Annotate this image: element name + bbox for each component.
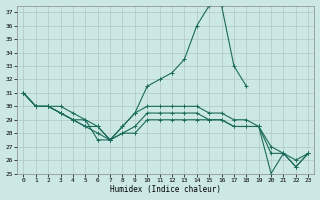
X-axis label: Humidex (Indice chaleur): Humidex (Indice chaleur) xyxy=(110,185,221,194)
